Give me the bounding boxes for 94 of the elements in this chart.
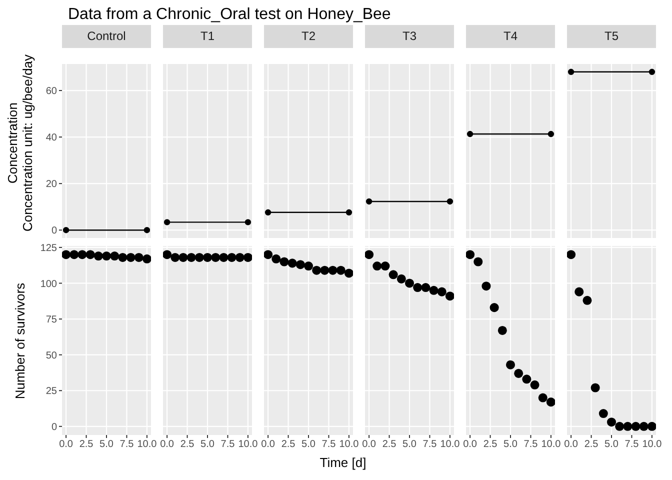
point — [590, 383, 600, 392]
x-tick-label: 5.0 — [302, 439, 316, 450]
x-tick-label: 0.0 — [564, 439, 578, 450]
y-tick-label: 75 — [46, 314, 58, 326]
x-tick-label: 7.5 — [220, 439, 236, 450]
point — [272, 254, 281, 264]
y-tick-label: 0 — [51, 226, 58, 237]
point — [567, 250, 576, 260]
point — [598, 409, 608, 418]
text: Data from a Chronic_Oral test on Honey_Bee — [68, 6, 391, 24]
point — [288, 258, 297, 268]
y-axis-title: Number of survivors — [12, 282, 28, 399]
x-tick-label: 10.0 — [137, 439, 158, 450]
point — [582, 296, 592, 305]
point — [482, 282, 491, 291]
point — [623, 422, 632, 431]
x-tick-label: 7.5 — [524, 439, 538, 450]
x-tick-label: 7.5 — [120, 439, 134, 450]
chart-subtitle: T5 — [567, 25, 656, 48]
x-tick-label: 0.0 — [261, 439, 276, 450]
point — [490, 303, 499, 312]
x-tick-label: 10.0 — [238, 439, 258, 450]
y-tick-label: 100 — [40, 278, 58, 290]
point — [445, 292, 454, 301]
point — [538, 393, 548, 402]
chart-subtitle: T1 — [163, 25, 252, 48]
x-tick-label: 0.0 — [160, 439, 174, 450]
point — [474, 257, 483, 266]
point — [365, 250, 374, 260]
x-axis-title: Time [d] — [320, 455, 366, 470]
y-tick-label: 20 — [46, 179, 58, 190]
point — [615, 422, 624, 431]
x-tick-label: 5.0 — [402, 439, 417, 450]
point — [546, 398, 555, 407]
point — [522, 374, 532, 384]
point — [437, 287, 446, 296]
chart-subtitle: T4 — [466, 25, 555, 48]
point — [372, 262, 382, 271]
point — [429, 286, 438, 295]
x-tick-label: 10.0 — [339, 439, 360, 450]
x-tick-label: 2.5 — [382, 439, 397, 450]
x-tick-label: 0.0 — [59, 439, 74, 450]
x-tick-label: 2.5 — [584, 439, 599, 450]
x-tick-label: 2.5 — [483, 439, 498, 450]
point — [506, 360, 516, 370]
x-tick-label: 0.0 — [362, 439, 376, 450]
point — [380, 262, 390, 271]
point — [421, 283, 430, 292]
x-tick-label: 2.5 — [180, 439, 195, 450]
y-axis-title: Concentration Concentration unit: ug/bee/day — [5, 54, 35, 232]
point — [388, 270, 398, 280]
point — [296, 260, 305, 270]
x-tick-label: 2.5 — [281, 439, 296, 450]
chart-subtitle: T3 — [365, 25, 454, 48]
point — [336, 266, 346, 275]
point — [631, 422, 640, 431]
x-tick-label: 5.0 — [100, 439, 114, 450]
point — [466, 250, 475, 260]
point — [606, 418, 616, 427]
point — [574, 287, 584, 296]
point — [344, 268, 353, 278]
y-tick-label: 50 — [46, 350, 58, 362]
y-tick-label: 60 — [46, 86, 58, 98]
point — [264, 250, 273, 260]
point — [639, 422, 648, 431]
x-tick-label: 7.5 — [322, 439, 336, 450]
point — [530, 380, 540, 390]
point — [498, 326, 507, 335]
point — [280, 257, 289, 266]
x-tick-label: 2.5 — [79, 439, 94, 450]
chart-subtitle: Control — [62, 25, 151, 48]
x-tick-label: 0.0 — [463, 439, 478, 450]
point — [396, 274, 406, 284]
x-tick-label: 7.5 — [624, 439, 640, 450]
x-tick-label: 7.5 — [422, 439, 438, 450]
point — [312, 266, 322, 275]
x-tick-label: 5.0 — [200, 439, 215, 450]
point — [304, 262, 314, 271]
y-tick-label: 0 — [51, 422, 58, 433]
x-tick-label: 5.0 — [604, 439, 619, 450]
chart-subtitle: T2 — [264, 25, 353, 48]
x-tick-label: 10.0 — [541, 439, 562, 450]
x-tick-label: 10.0 — [642, 439, 662, 450]
point — [320, 266, 330, 275]
x-tick-label: 10.0 — [440, 439, 460, 450]
point — [404, 278, 414, 288]
point — [328, 266, 338, 275]
point — [413, 283, 422, 292]
y-tick-label: 40 — [46, 132, 58, 144]
x-tick-label: 5.0 — [504, 439, 518, 450]
point — [514, 368, 524, 378]
y-tick-label: 25 — [46, 386, 58, 398]
y-tick-label: 125 — [40, 242, 58, 254]
point — [647, 422, 656, 431]
